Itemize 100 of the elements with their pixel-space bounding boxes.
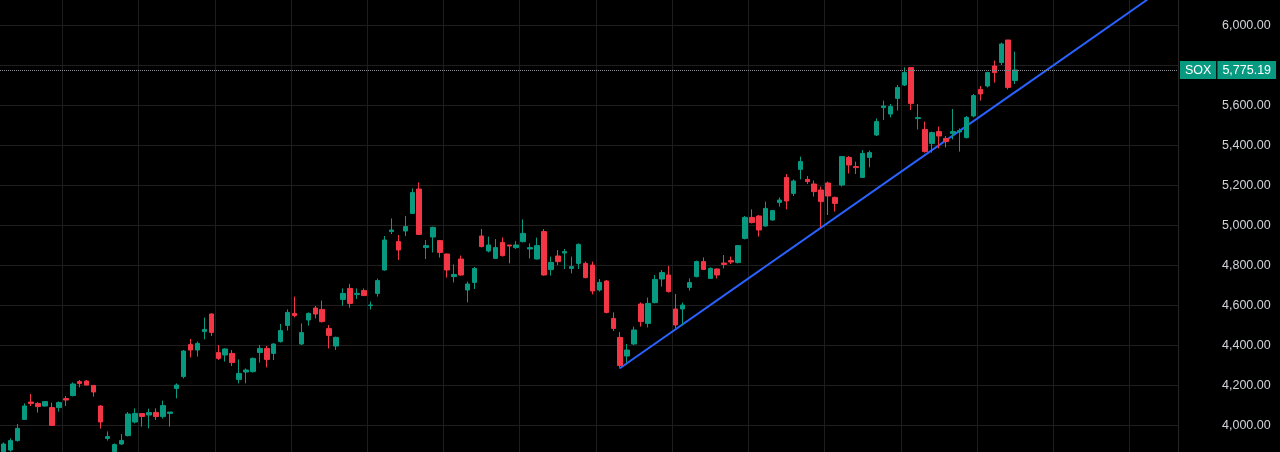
candlestick bbox=[493, 238, 498, 260]
candlestick bbox=[583, 261, 588, 279]
y-tick-label: 4,800.00 bbox=[1222, 258, 1271, 272]
candlestick bbox=[479, 228, 484, 248]
candlestick bbox=[985, 71, 990, 88]
candlestick bbox=[770, 209, 775, 222]
y-tick-label: 4,400.00 bbox=[1222, 338, 1271, 352]
candlestick bbox=[507, 244, 512, 264]
candlestick bbox=[922, 121, 928, 154]
candlestick bbox=[222, 347, 228, 363]
candlestick bbox=[8, 437, 13, 452]
candlestick bbox=[701, 256, 706, 271]
candlestick bbox=[382, 235, 387, 272]
candlestick bbox=[708, 266, 713, 280]
candlestick bbox=[292, 296, 297, 318]
candlestick bbox=[112, 442, 117, 452]
candlestick bbox=[520, 218, 526, 243]
candlestick bbox=[153, 407, 159, 421]
y-tick-label: 6,000.00 bbox=[1222, 18, 1271, 32]
candlestick bbox=[832, 196, 838, 213]
candlestick bbox=[486, 236, 491, 253]
candlestick bbox=[548, 256, 554, 277]
candlestick bbox=[943, 135, 949, 148]
candlestick bbox=[257, 344, 263, 364]
candlestick bbox=[971, 93, 976, 118]
y-tick-label: 4,600.00 bbox=[1222, 298, 1271, 312]
candlestick bbox=[604, 279, 609, 314]
candlestick bbox=[472, 266, 477, 290]
candlestick bbox=[306, 311, 311, 327]
candlestick bbox=[936, 126, 942, 149]
candlestick bbox=[63, 395, 69, 407]
candlestick bbox=[805, 175, 810, 185]
candlestick bbox=[915, 103, 921, 130]
candlestick bbox=[340, 287, 346, 307]
candlestick bbox=[964, 115, 969, 139]
ref-line-label: SOX bbox=[1185, 63, 1213, 78]
candlestick bbox=[333, 336, 339, 351]
candlestick bbox=[146, 408, 152, 429]
candlestick bbox=[666, 265, 671, 294]
candlestick bbox=[42, 400, 48, 408]
candlestick bbox=[119, 433, 124, 446]
y-tick-label: 5,400.00 bbox=[1222, 138, 1271, 152]
candlestick bbox=[631, 326, 637, 346]
y-tick-label: 5,600.00 bbox=[1222, 98, 1271, 112]
candlestick bbox=[500, 236, 505, 258]
candlestick bbox=[396, 234, 401, 261]
candlestick bbox=[1, 441, 6, 452]
candlestick bbox=[881, 100, 886, 121]
candlestick bbox=[285, 308, 290, 332]
candlestick bbox=[389, 217, 394, 235]
candlestick bbox=[867, 150, 872, 168]
candlestick bbox=[70, 381, 76, 397]
y-tick-label: 5,000.00 bbox=[1222, 218, 1271, 232]
candlestick bbox=[777, 196, 782, 208]
candlestick bbox=[423, 239, 429, 260]
candlestick bbox=[763, 201, 768, 228]
candlestick bbox=[437, 239, 443, 259]
candlestick bbox=[278, 323, 283, 344]
candlestick bbox=[617, 331, 623, 369]
candlestick bbox=[458, 255, 464, 277]
candlestick bbox=[361, 287, 367, 297]
candlestick bbox=[465, 281, 470, 303]
candlestick bbox=[694, 260, 699, 278]
candlestick bbox=[687, 277, 692, 292]
candlestick bbox=[264, 345, 270, 368]
candlestick bbox=[188, 338, 193, 358]
candlestick bbox=[569, 256, 574, 274]
candlestick bbox=[590, 261, 595, 295]
candlestick bbox=[181, 349, 186, 379]
candlestick bbox=[638, 301, 644, 328]
candlestick bbox=[735, 244, 741, 264]
candlestick bbox=[742, 215, 748, 240]
candlestick bbox=[791, 178, 796, 197]
candlestick bbox=[15, 423, 20, 443]
candlestick bbox=[902, 66, 907, 87]
candlestick bbox=[403, 215, 408, 237]
candlestick bbox=[1005, 39, 1011, 90]
candlestick bbox=[576, 242, 581, 270]
candlestick bbox=[105, 430, 110, 442]
candlestick bbox=[209, 312, 214, 337]
candlestick bbox=[1012, 51, 1018, 85]
candlestick bbox=[874, 117, 879, 137]
candlestick bbox=[673, 293, 678, 329]
candlestick bbox=[451, 263, 457, 283]
candlestick bbox=[229, 349, 235, 367]
candlestick bbox=[680, 302, 685, 326]
candlestick bbox=[798, 156, 803, 180]
candlestick bbox=[174, 382, 179, 399]
candlestick bbox=[271, 342, 276, 361]
candlestick bbox=[430, 226, 436, 253]
candlestick bbox=[347, 283, 353, 309]
y-tick-label: 4,200.00 bbox=[1222, 378, 1271, 392]
candlestick bbox=[410, 187, 415, 215]
candlestick bbox=[202, 317, 207, 340]
candlestick bbox=[368, 301, 373, 310]
candlestick bbox=[513, 240, 519, 250]
candlestick bbox=[853, 161, 859, 175]
candlestick bbox=[236, 358, 242, 384]
candlestick bbox=[895, 84, 900, 112]
candlestick bbox=[56, 400, 62, 413]
